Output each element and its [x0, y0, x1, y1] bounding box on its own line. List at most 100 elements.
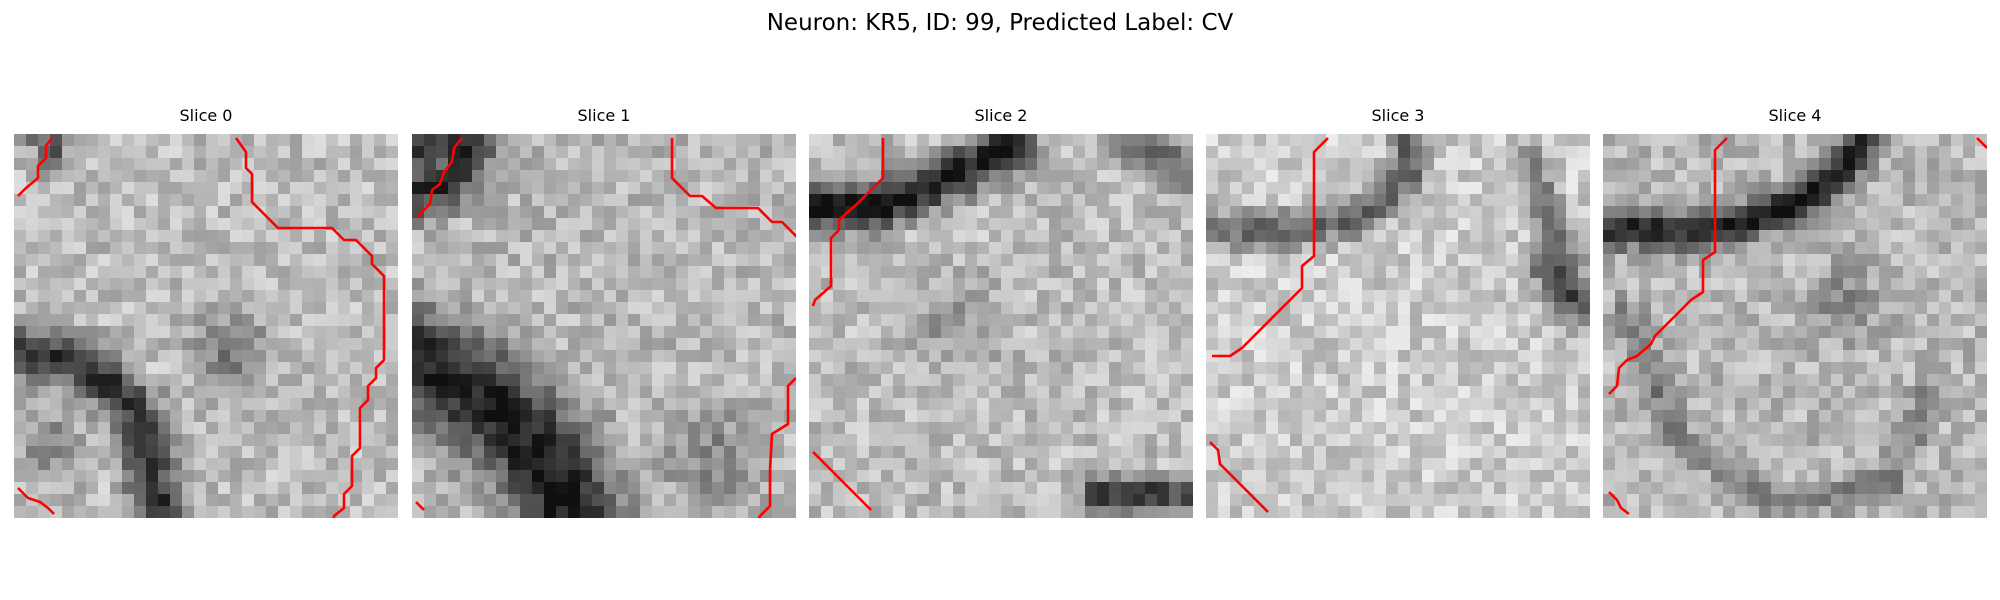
pixel-cell: [1266, 374, 1278, 386]
pixel-cell: [1230, 458, 1242, 470]
pixel-cell: [1037, 506, 1049, 518]
pixel-cell: [784, 302, 796, 314]
pixel-cell: [1206, 446, 1218, 458]
pixel-cell: [905, 242, 917, 254]
pixel-cell: [460, 158, 472, 170]
pixel-cell: [290, 482, 302, 494]
pixel-cell: [724, 170, 736, 182]
pixel-cell: [1843, 230, 1855, 242]
pixel-cell: [182, 410, 194, 422]
pixel-cell: [1771, 278, 1783, 290]
pixel-cell: [628, 170, 640, 182]
pixel-cell: [712, 470, 724, 482]
pixel-cell: [1410, 194, 1422, 206]
pixel-cell: [688, 254, 700, 266]
pixel-cell: [1819, 326, 1831, 338]
pixel-cell: [1578, 314, 1590, 326]
pixel-cell: [809, 134, 821, 146]
pixel-cell: [1699, 230, 1711, 242]
pixel-cell: [1314, 254, 1326, 266]
pixel-cell: [809, 278, 821, 290]
pixel-cell: [1290, 494, 1302, 506]
pixel-cell: [1783, 314, 1795, 326]
pixel-cell: [1133, 362, 1145, 374]
pixel-cell: [652, 314, 664, 326]
pixel-cell: [14, 206, 26, 218]
pixel-cell: [857, 230, 869, 242]
pixel-cell: [784, 338, 796, 350]
pixel-cell: [1386, 158, 1398, 170]
pixel-cell: [374, 386, 386, 398]
pixel-cell: [1554, 242, 1566, 254]
pixel-cell: [254, 506, 266, 518]
pixel-cell: [941, 326, 953, 338]
pixel-cell: [134, 170, 146, 182]
pixel-cell: [1795, 362, 1807, 374]
pixel-cell: [508, 182, 520, 194]
pixel-cell: [1639, 266, 1651, 278]
pixel-cell: [242, 266, 254, 278]
pixel-cell: [760, 338, 772, 350]
pixel-cell: [1049, 278, 1061, 290]
pixel-cell: [688, 158, 700, 170]
pixel-cell: [1121, 338, 1133, 350]
pixel-cell: [1350, 482, 1362, 494]
pixel-cell: [568, 254, 580, 266]
pixel-cell: [965, 314, 977, 326]
pixel-cell: [532, 182, 544, 194]
pixel-cell: [1398, 362, 1410, 374]
pixel-cell: [700, 242, 712, 254]
pixel-cell: [760, 374, 772, 386]
pixel-cell: [1326, 146, 1338, 158]
pixel-cell: [520, 422, 532, 434]
pixel-cell: [1410, 386, 1422, 398]
pixel-cell: [905, 374, 917, 386]
pixel-cell: [1759, 302, 1771, 314]
pixel-cell: [821, 302, 833, 314]
pixel-cell: [833, 266, 845, 278]
pixel-cell: [1109, 290, 1121, 302]
pixel-cell: [484, 158, 496, 170]
pixel-cell: [965, 482, 977, 494]
pixel-cell: [1278, 350, 1290, 362]
pixel-cell: [338, 218, 350, 230]
pixel-cell: [1061, 158, 1073, 170]
pixel-cell: [1001, 254, 1013, 266]
pixel-cell: [917, 506, 929, 518]
pixel-cell: [1266, 446, 1278, 458]
pixel-cell: [1230, 362, 1242, 374]
pixel-cell: [314, 290, 326, 302]
pixel-cell: [1061, 434, 1073, 446]
pixel-cell: [881, 326, 893, 338]
pixel-cell: [1338, 278, 1350, 290]
pixel-cell: [496, 470, 508, 482]
pixel-cell: [350, 362, 362, 374]
pixel-cell: [412, 410, 424, 422]
pixel-cell: [748, 302, 760, 314]
pixel-cell: [1843, 242, 1855, 254]
pixel-cell: [448, 374, 460, 386]
pixel-cell: [628, 194, 640, 206]
pixel-cell: [134, 410, 146, 422]
pixel-cell: [1434, 470, 1446, 482]
pixel-cell: [386, 254, 398, 266]
pixel-cell: [1181, 446, 1193, 458]
pixel-cell: [1218, 470, 1230, 482]
pixel-cell: [736, 146, 748, 158]
pixel-cell: [664, 458, 676, 470]
pixel-cell: [977, 314, 989, 326]
pixel-cell: [386, 218, 398, 230]
pixel-cell: [1699, 458, 1711, 470]
pixel-cell: [1085, 446, 1097, 458]
pixel-cell: [1362, 254, 1374, 266]
pixel-cell: [374, 446, 386, 458]
pixel-cell: [1085, 242, 1097, 254]
pixel-cell: [929, 146, 941, 158]
pixel-cell: [712, 362, 724, 374]
pixel-cell: [254, 494, 266, 506]
pixel-cell: [1085, 434, 1097, 446]
pixel-cell: [556, 266, 568, 278]
pixel-cell: [338, 278, 350, 290]
pixel-cell: [568, 470, 580, 482]
pixel-cell: [362, 314, 374, 326]
